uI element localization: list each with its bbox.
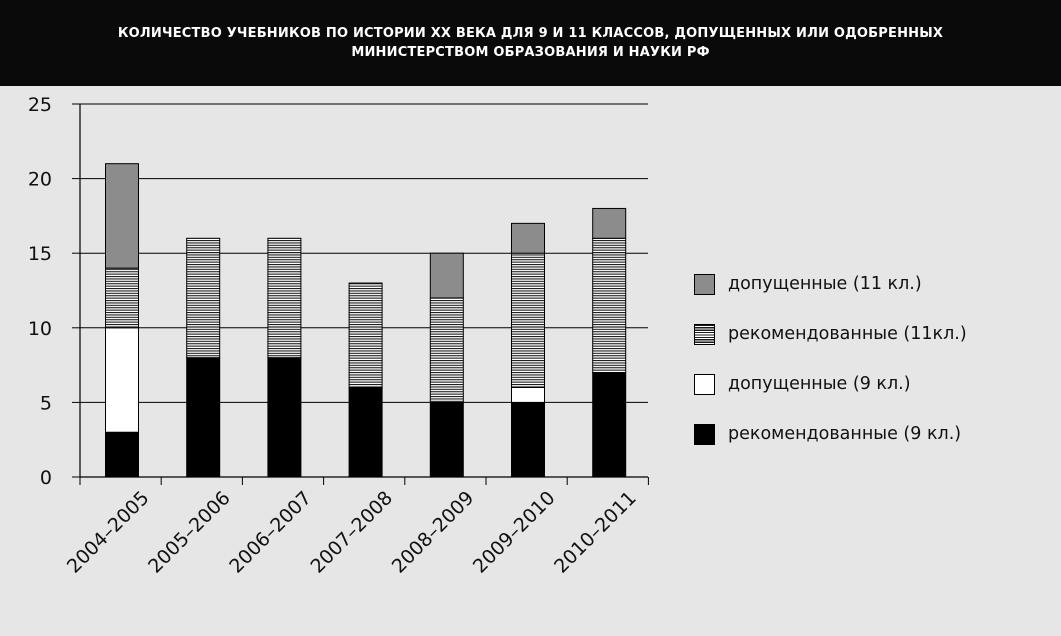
bar-segment <box>593 208 626 238</box>
bar-segment <box>593 238 626 372</box>
bar-segment <box>430 298 463 402</box>
bars <box>106 164 626 477</box>
bar-segment <box>106 432 139 477</box>
x-tick-label: 2004–2005 <box>63 487 154 578</box>
legend-swatch-black <box>694 424 715 445</box>
legend-swatch-striped <box>694 324 715 345</box>
x-tick-label: 2010–2011 <box>550 487 641 578</box>
legend-item-recommended-9: рекомендованные (9 кл.) <box>694 422 961 446</box>
bar-segment <box>512 223 545 253</box>
legend-swatch-grey <box>694 274 715 295</box>
bar-segment <box>512 253 545 387</box>
legend-item-admitted-9: допущенные (9 кл.) <box>694 372 911 396</box>
legend-item-recommended-11: рекомендованные (11кл.) <box>694 322 967 346</box>
x-tick-label: 2009–2010 <box>469 487 560 578</box>
bar-segment <box>512 387 545 402</box>
bar-segment <box>349 387 382 477</box>
legend-label: допущенные (11 кл.) <box>728 274 922 294</box>
x-tick-label: 2008–2009 <box>388 487 479 578</box>
bar-segment <box>268 238 301 357</box>
y-tick-label: 10 <box>28 318 52 340</box>
bar-segment <box>349 283 382 387</box>
bar-segment <box>512 402 545 477</box>
legend-label: допущенные (9 кл.) <box>728 374 911 394</box>
bar-segment <box>106 328 139 432</box>
y-tick-label: 20 <box>28 169 52 191</box>
y-tick-label: 25 <box>28 94 52 116</box>
bar-segment <box>268 358 301 477</box>
bar-segment <box>187 358 220 477</box>
y-tick-label: 15 <box>28 243 52 265</box>
bar-segment <box>106 164 139 268</box>
y-tick-label: 0 <box>40 467 52 489</box>
bar-segment <box>430 402 463 477</box>
legend-item-admitted-11: допущенные (11 кл.) <box>694 272 922 296</box>
bar-segment <box>187 238 220 357</box>
bar-segment <box>593 373 626 477</box>
bar-segment <box>106 268 139 328</box>
y-tick-label: 5 <box>40 392 52 414</box>
x-tick-label: 2007–2008 <box>306 487 397 578</box>
legend-label: рекомендованные (9 кл.) <box>728 424 961 444</box>
x-tick-label: 2005–2006 <box>144 487 235 578</box>
bar-segment <box>430 253 463 298</box>
legend-swatch-white <box>694 374 715 395</box>
legend-label: рекомендованные (11кл.) <box>728 324 967 344</box>
x-tick-label: 2006–2007 <box>225 487 316 578</box>
